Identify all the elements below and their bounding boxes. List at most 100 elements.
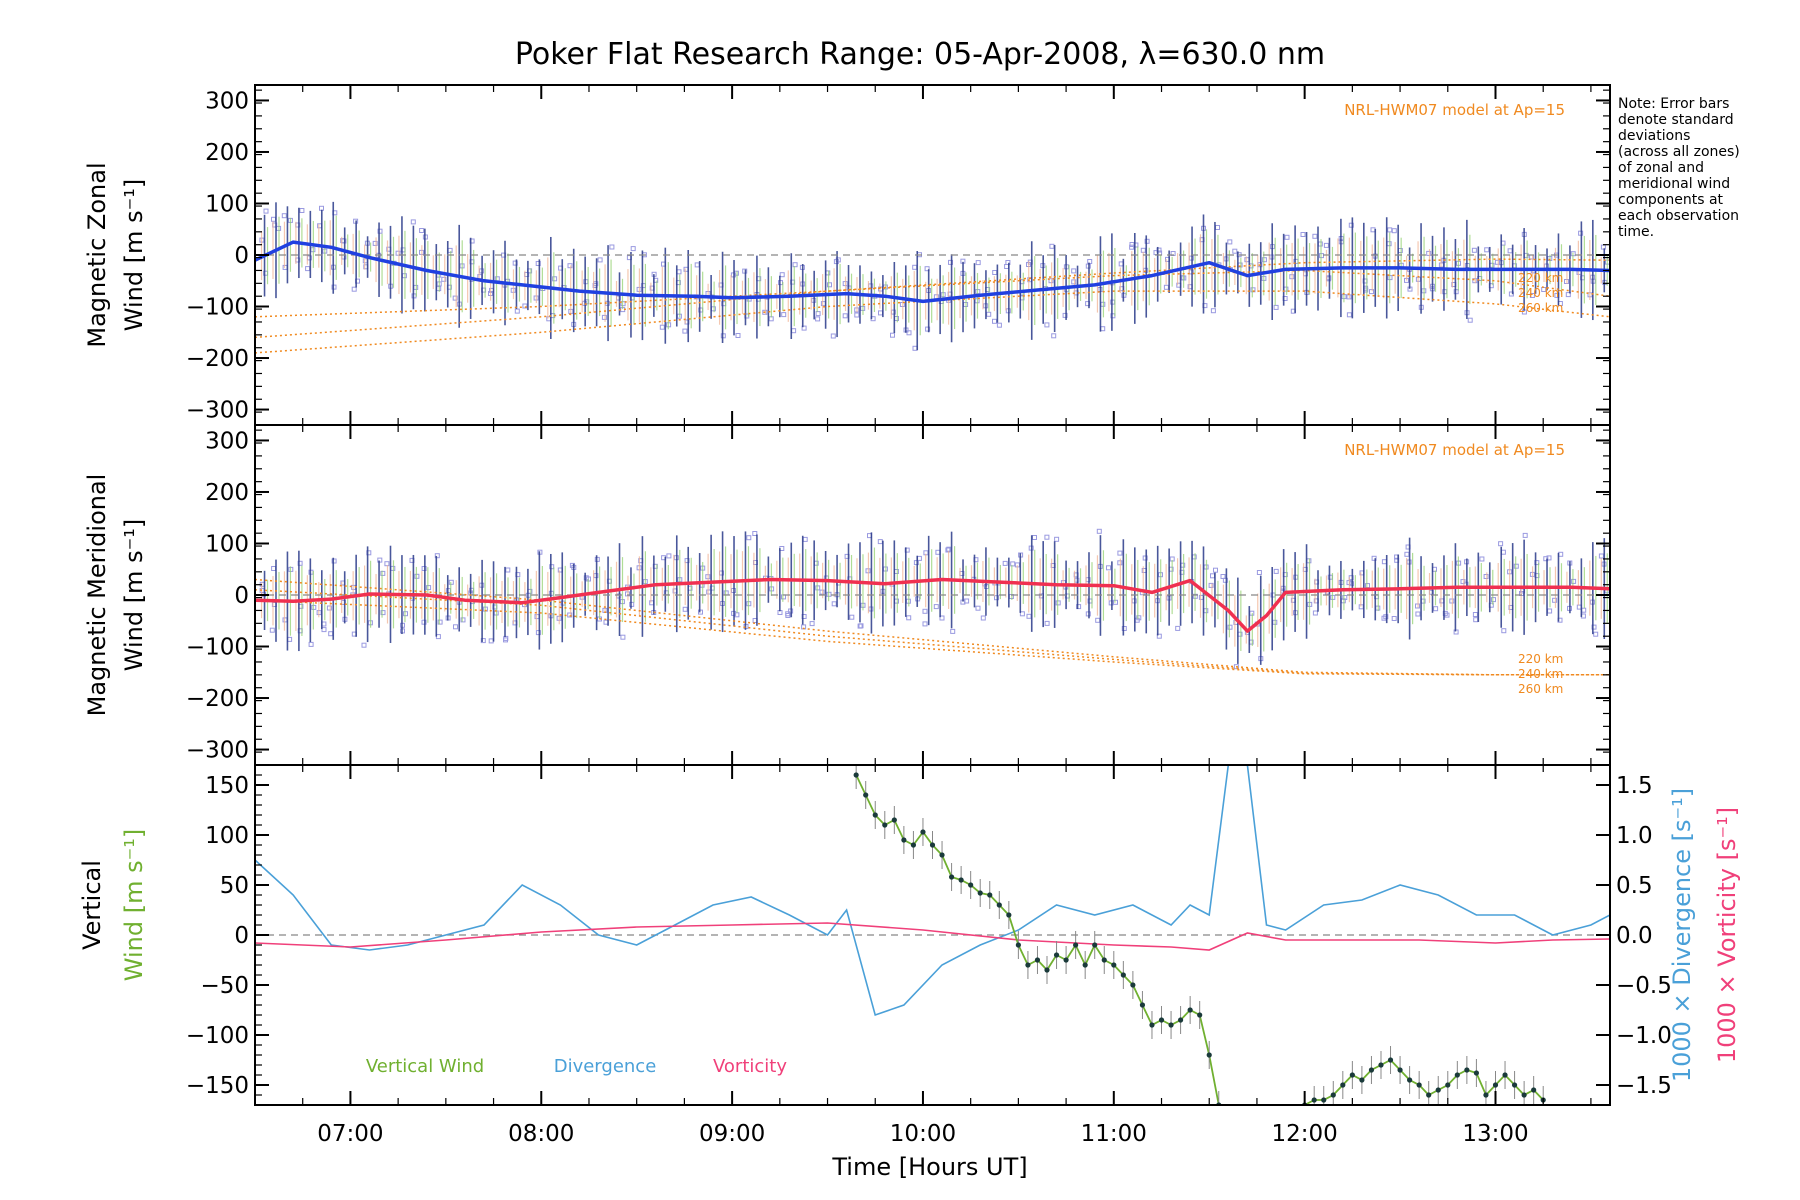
vertical-wind-point [1521,1092,1527,1098]
legend-item: Vorticity [713,1056,787,1077]
vertical-wind-point [901,837,907,843]
scatter-point [282,264,288,270]
scatter-point [1049,243,1055,249]
vertical-wind-point [1378,1062,1384,1068]
y2-axis-label-divergence: 1000 × Divergence [s⁻¹] [1668,788,1696,1082]
scatter-point [1489,262,1495,268]
scatter-point [1312,610,1318,616]
vertical-wind-point [1158,1017,1165,1023]
scatter-point [820,301,826,307]
scatter-point [752,531,758,536]
vorticity-line [255,922,1610,951]
model-level-label: 260 km [1518,301,1563,315]
vertical-wind-point [1015,942,1021,948]
scatter-point [620,634,626,640]
vertical-wind-point [1120,972,1126,978]
y-axis-label: Magnetic Zonal [83,162,111,347]
scatter-point [1142,555,1148,561]
x-tick-label: 13:00 [1462,1121,1528,1147]
scatter-point [1565,292,1571,298]
scatter-point [1048,278,1054,284]
scatter-point [503,637,508,643]
scatter-point [924,266,930,272]
scatter-point [939,615,945,621]
x-axis-label: Time [Hours UT] [831,1153,1027,1181]
scatter-point [1215,225,1220,230]
vertical-wind-point [1073,942,1079,948]
y-tick-label: 150 [205,773,249,799]
scatter-point [460,617,466,623]
scatter-point [1415,611,1421,617]
scatter-point [436,286,442,292]
vertical-wind-point [1397,1067,1403,1073]
scatter-point [992,318,997,324]
vertical-wind-point [1359,1077,1365,1083]
vertical-wind-point [1340,1082,1346,1088]
y-axis-label: Wind [m s⁻¹] [120,829,148,981]
scatter-point [395,250,401,256]
scatter-point [413,284,419,290]
model-label: NRL-HWM07 model at Ap=15 [1344,101,1565,119]
scatter-point [1449,598,1455,604]
scatter-point [567,263,573,269]
vertical-wind-point [1149,1022,1155,1028]
x-tick-label: 07:00 [317,1121,383,1147]
scatter-point [522,303,528,309]
y-axis-label: Vertical [78,860,106,950]
scatter-point [1232,248,1238,254]
x-tick-label: 09:00 [699,1121,765,1147]
scatter-point [781,312,787,318]
y2-tick-label: 0.5 [1616,873,1653,899]
scatter-point [1507,248,1513,254]
vertical-wind-point [1407,1077,1413,1083]
scatter-point [831,601,837,607]
scatter-point [567,612,573,618]
scatter-point [1273,304,1279,310]
vertical-wind-point [1368,1067,1375,1073]
scatter-point [1593,631,1599,637]
scatter-point [477,274,483,280]
scatter-point [994,595,999,601]
vertical-wind-point [1464,1067,1470,1073]
model-level-label: 220 km [1518,271,1563,285]
vertical-wind-point [1206,1052,1212,1058]
vertical-wind-point [1330,1092,1336,1098]
scatter-point [992,270,998,275]
scatter-point [666,553,672,559]
scatter-point [1005,260,1011,265]
scatter-point [815,316,821,322]
x-tick-label: 10:00 [890,1121,956,1147]
scatter-point [890,332,895,338]
vertical-wind-line [855,774,1220,1105]
scatter-point [877,539,883,545]
scatter-point [1498,541,1504,547]
vertical-wind-point [958,877,964,883]
scatter-point [351,286,357,292]
y-tick-label: 50 [220,873,249,899]
vertical-wind-point [920,829,926,835]
note-line: components at [1618,192,1724,208]
scatter-point [779,272,785,278]
scatter-point [488,638,494,644]
y-tick-label: 0 [234,243,249,269]
scatter-point [1071,268,1077,274]
scatter-point [505,567,511,573]
legend-item: Vertical Wind [366,1056,484,1077]
scatter-point [630,246,636,252]
vertical-wind-point [853,772,859,778]
y-tick-label: 100 [205,531,249,557]
model-line [255,599,1610,676]
scatter-point [1598,553,1604,559]
note-line: of zonal and [1618,160,1704,176]
scatter-point [305,266,311,272]
scatter-point [1140,247,1146,253]
scatter-point [710,306,716,312]
scatter-point [1227,239,1233,245]
scatter-point [1433,606,1439,612]
vertical-wind-point [1311,1097,1317,1103]
chart-title: Poker Flat Research Range: 05-Apr-2008, … [515,37,1325,72]
scatter-point [925,326,931,332]
scatter-point [1479,556,1485,562]
meridional-wind-panel: 300 200 100 0 −100 −200 −300 NRL-HWM07 model at… [83,424,1611,766]
scatter-point [1312,233,1318,239]
